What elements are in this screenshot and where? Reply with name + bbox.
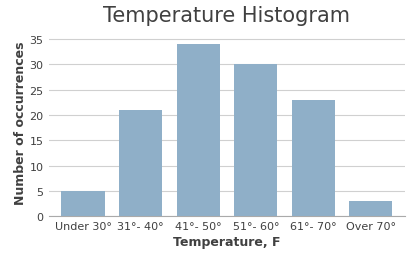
Y-axis label: Number of occurrences: Number of occurrences (14, 42, 27, 205)
Bar (234, 65, 277, 217)
Bar (119, 110, 162, 217)
Bar (292, 100, 335, 217)
Title: Temperature Histogram: Temperature Histogram (104, 6, 351, 25)
Bar (62, 191, 105, 217)
Bar (349, 201, 393, 217)
Bar (177, 45, 220, 217)
X-axis label: Temperature, F: Temperature, F (173, 235, 281, 248)
